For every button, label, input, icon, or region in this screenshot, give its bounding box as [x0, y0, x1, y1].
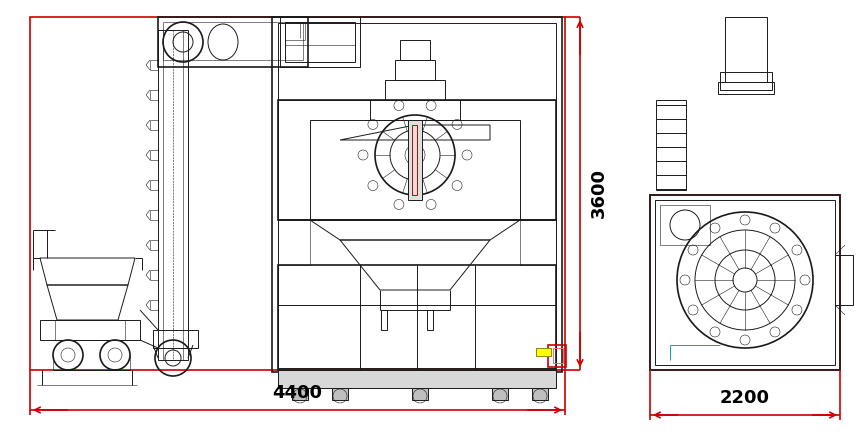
Bar: [408, 120, 422, 200]
Bar: [412, 388, 428, 400]
Bar: [163, 22, 303, 60]
Bar: [427, 310, 433, 330]
Bar: [718, 82, 774, 94]
Bar: [412, 125, 417, 195]
Bar: [720, 72, 772, 90]
Bar: [278, 265, 556, 370]
Bar: [158, 30, 188, 360]
Bar: [660, 205, 710, 245]
Text: 4400: 4400: [272, 384, 322, 402]
Text: 2200: 2200: [720, 389, 770, 407]
Bar: [285, 22, 355, 62]
Bar: [278, 370, 556, 388]
Bar: [153, 330, 198, 348]
Bar: [656, 100, 686, 190]
Bar: [292, 388, 308, 400]
Bar: [381, 310, 387, 330]
Bar: [285, 22, 305, 40]
Bar: [278, 23, 556, 368]
Bar: [30, 17, 565, 370]
Bar: [548, 345, 566, 367]
Bar: [40, 320, 140, 340]
Bar: [280, 17, 360, 67]
Bar: [553, 348, 563, 363]
Bar: [536, 348, 551, 356]
Bar: [532, 388, 548, 400]
Bar: [385, 80, 445, 100]
Bar: [492, 388, 508, 400]
Bar: [278, 100, 556, 220]
Bar: [310, 120, 520, 220]
Bar: [655, 200, 835, 365]
Bar: [835, 255, 853, 305]
Bar: [158, 17, 308, 67]
Bar: [650, 195, 840, 370]
Bar: [400, 40, 430, 60]
Bar: [370, 100, 460, 120]
Bar: [332, 388, 348, 400]
Bar: [272, 17, 562, 372]
Bar: [725, 17, 767, 82]
Text: 3600: 3600: [590, 168, 608, 218]
Bar: [395, 60, 435, 80]
Bar: [650, 195, 840, 370]
